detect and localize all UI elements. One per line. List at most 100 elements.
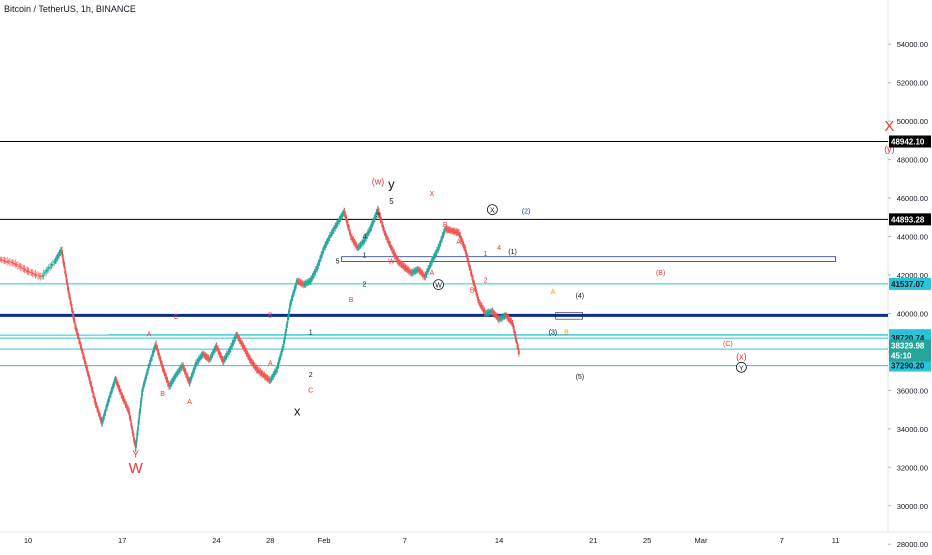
candle-body [339,218,341,220]
candle-body [230,345,233,347]
candle-body [280,351,283,355]
candle-body [86,367,88,370]
candle-body [183,368,186,372]
candle-body [48,266,50,270]
candle-body [510,320,512,322]
candle-body [506,315,508,317]
candle-body [378,211,380,216]
candle-body [285,323,288,329]
candle-body [19,266,22,268]
candle-body [378,214,381,217]
wave-circle [486,204,498,216]
candle-body [274,371,277,373]
candle-body [186,375,188,377]
candle-body [58,254,61,256]
candle-body [125,405,128,407]
candle-body [194,365,197,368]
chart-title: Bitcoin / TetherUS, 1h, BINANCE [4,4,136,14]
candle-body [21,267,23,269]
candle-body [440,241,442,243]
candle-body [257,370,260,372]
candle-body [316,264,319,268]
candle-body [298,281,301,283]
candle-body [162,369,165,372]
candle-body [185,374,188,377]
candle-body [296,280,298,284]
candle-body [197,360,200,362]
candle-body [108,397,111,398]
candle-body [165,376,168,381]
candle-body [69,300,72,305]
candle-body [145,373,148,376]
candle-body [442,234,444,237]
candle-body [368,230,371,232]
candle-body [252,364,255,367]
candle-body [180,367,182,369]
candle-body [234,337,237,338]
candle-body [57,256,59,258]
candle-body [46,269,49,271]
zone-box [341,256,837,262]
candle-body [335,225,337,227]
candle-body [175,374,178,376]
candle-body [141,389,143,397]
candle-body [250,361,253,363]
candle-body [67,290,70,293]
candle-body [93,396,96,399]
candle-body [174,374,177,377]
candle-body [511,322,514,324]
candle-body [185,372,187,374]
wave-label: (B) [656,270,665,277]
candle-body [483,311,486,312]
candle-body [333,230,335,231]
candle-body [276,368,279,370]
candle-body [226,355,228,357]
wave-label: 1 [309,330,313,337]
candle-body [458,234,461,237]
candle-body [325,244,327,246]
candle-body [90,383,92,386]
candle-body [232,339,235,343]
candle-body [365,237,367,239]
candle-body [148,365,150,368]
candle-body [71,311,74,315]
wave-label: 1 [484,251,488,258]
candle-body [283,336,286,341]
price-tag [889,135,931,148]
candle-body [517,347,520,350]
candle-body [140,396,143,402]
candle-body [479,303,481,304]
candle-body [92,393,95,397]
candle-body [244,348,246,352]
candle-body [347,224,349,228]
candle-body [306,282,309,284]
candle-body [292,293,294,297]
candle-body [63,262,65,267]
candle-body [504,314,507,316]
candle-body [401,264,404,266]
candle-body [53,261,56,264]
candle-body [104,410,107,412]
candle-body [293,289,295,293]
wave-label: A [268,360,273,367]
candle-body [230,348,232,349]
candle-body [303,284,306,286]
candle-body [425,273,427,276]
candle-body [331,232,334,233]
candle-body [341,214,344,216]
candle-body [14,263,17,266]
candle-body [488,312,491,314]
y-tick-label: 50000.00 [897,117,928,126]
candle-body [381,223,384,227]
candle-body [487,311,490,313]
candle-body [359,245,362,246]
candle-body [137,426,139,431]
candle-body [167,382,170,385]
candle-body [172,379,175,380]
candle-body [489,312,492,313]
candle-body [419,270,421,273]
candle-body [144,378,147,381]
price-tag-label: 37290.20 [891,362,925,371]
